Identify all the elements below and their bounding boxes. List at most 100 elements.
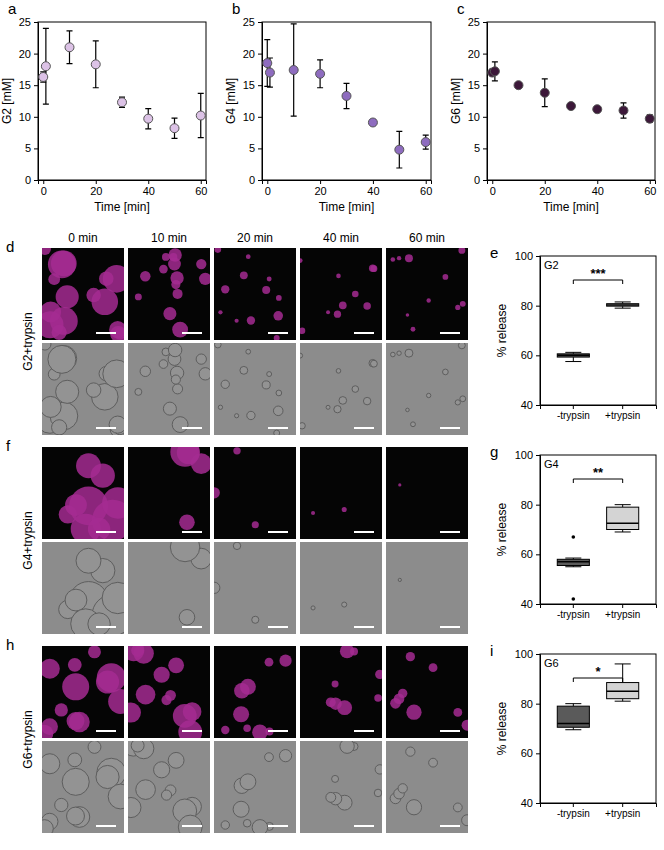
brightfield-image bbox=[42, 542, 124, 634]
droplet bbox=[161, 790, 171, 800]
brightfield-image bbox=[214, 542, 296, 634]
droplet bbox=[171, 280, 180, 289]
x-axis: -trypsin +trypsin bbox=[541, 803, 657, 819]
plot-frame bbox=[540, 654, 656, 803]
droplet bbox=[42, 343, 51, 350]
droplet bbox=[336, 274, 341, 279]
y-axis: 406080100 bbox=[515, 250, 541, 411]
droplet bbox=[172, 417, 188, 433]
y-axis: 0510152025 bbox=[243, 16, 263, 186]
tick: 0 bbox=[249, 174, 262, 186]
scale-bar bbox=[96, 825, 116, 827]
tick-label: 20 bbox=[243, 48, 255, 60]
droplet bbox=[170, 447, 199, 467]
tick: +trypsin bbox=[605, 803, 640, 819]
droplet bbox=[397, 351, 401, 355]
tick-label: 5 bbox=[474, 142, 480, 154]
droplet bbox=[429, 758, 438, 767]
tick: 40 bbox=[521, 797, 540, 809]
scale-bar bbox=[268, 825, 288, 827]
tick: 0 bbox=[25, 174, 38, 186]
significance: ** bbox=[593, 465, 604, 480]
time-label: 10 min bbox=[151, 231, 187, 245]
tick: 20 bbox=[314, 180, 326, 197]
scale-bar bbox=[96, 531, 116, 533]
tick: 40 bbox=[521, 598, 540, 610]
axis-line bbox=[488, 181, 656, 185]
data-point bbox=[170, 124, 179, 133]
droplet bbox=[406, 652, 415, 661]
median bbox=[607, 304, 639, 306]
tick-label: 0 bbox=[265, 185, 271, 197]
micrographs: 0 min10 min20 min40 min60 mindG2+trypsin… bbox=[6, 231, 473, 839]
marks bbox=[263, 24, 430, 168]
data-point bbox=[65, 43, 74, 52]
droplet bbox=[128, 702, 141, 722]
inset-label: G6 bbox=[544, 657, 559, 669]
image-background bbox=[128, 248, 210, 340]
tick-label: 0 bbox=[490, 185, 496, 197]
tick: -trypsin bbox=[557, 604, 590, 620]
droplet bbox=[56, 285, 79, 308]
brightfield-image bbox=[128, 741, 210, 833]
tick: 20 bbox=[19, 48, 38, 60]
box bbox=[607, 683, 639, 699]
droplet bbox=[173, 289, 183, 299]
tick-mark bbox=[34, 54, 38, 55]
droplet bbox=[102, 582, 124, 613]
scale-bar bbox=[182, 531, 202, 533]
droplet bbox=[52, 420, 67, 435]
marks bbox=[557, 505, 638, 601]
data-point bbox=[316, 69, 325, 78]
tick-mark bbox=[573, 604, 574, 608]
droplet bbox=[352, 386, 359, 393]
row-label: G2+trypsin bbox=[21, 312, 35, 370]
box-panel: -trypsin+trypsin406080100% releaseeG2*** bbox=[490, 244, 657, 421]
tick-label: -trypsin bbox=[557, 808, 590, 819]
droplet bbox=[262, 381, 270, 389]
droplet bbox=[339, 302, 347, 310]
droplet bbox=[62, 768, 89, 795]
inset-label: G4 bbox=[544, 458, 559, 470]
tick: 80 bbox=[521, 499, 540, 511]
fluorescence-image bbox=[42, 447, 124, 539]
droplet bbox=[62, 673, 89, 700]
data-point bbox=[265, 68, 274, 77]
droplet bbox=[170, 542, 199, 562]
droplet bbox=[342, 602, 347, 607]
droplet bbox=[233, 801, 249, 817]
data-point bbox=[368, 118, 377, 127]
droplet bbox=[42, 248, 51, 255]
droplet bbox=[262, 286, 270, 294]
brightfield-image bbox=[386, 542, 468, 634]
x-axis: 0204060 bbox=[488, 180, 657, 197]
image-background bbox=[214, 248, 296, 340]
axis-line bbox=[536, 257, 541, 406]
tick-label: 40 bbox=[143, 185, 155, 197]
tick: 60 bbox=[521, 747, 540, 759]
droplet bbox=[103, 265, 124, 293]
droplet bbox=[96, 670, 119, 693]
fluorescence-image bbox=[214, 646, 296, 738]
scale-bar bbox=[440, 332, 460, 334]
droplet bbox=[429, 663, 438, 672]
droplet bbox=[363, 397, 370, 404]
droplet bbox=[173, 384, 183, 394]
droplet bbox=[103, 360, 124, 388]
tick-mark bbox=[492, 180, 493, 184]
droplet bbox=[453, 708, 462, 717]
droplet bbox=[252, 616, 259, 623]
image-background bbox=[214, 542, 296, 634]
tick-mark bbox=[483, 85, 487, 86]
tick-label: 60 bbox=[521, 349, 533, 361]
tick: 0 bbox=[41, 180, 47, 197]
droplet bbox=[405, 254, 413, 262]
tick: -trypsin bbox=[557, 405, 590, 421]
tick-label: 10 bbox=[243, 111, 255, 123]
droplet bbox=[252, 521, 259, 528]
droplet bbox=[179, 515, 195, 531]
droplet bbox=[406, 313, 410, 317]
tick: 5 bbox=[25, 142, 38, 154]
tick-label: 5 bbox=[249, 142, 255, 154]
inset-label: G2 bbox=[544, 259, 559, 271]
